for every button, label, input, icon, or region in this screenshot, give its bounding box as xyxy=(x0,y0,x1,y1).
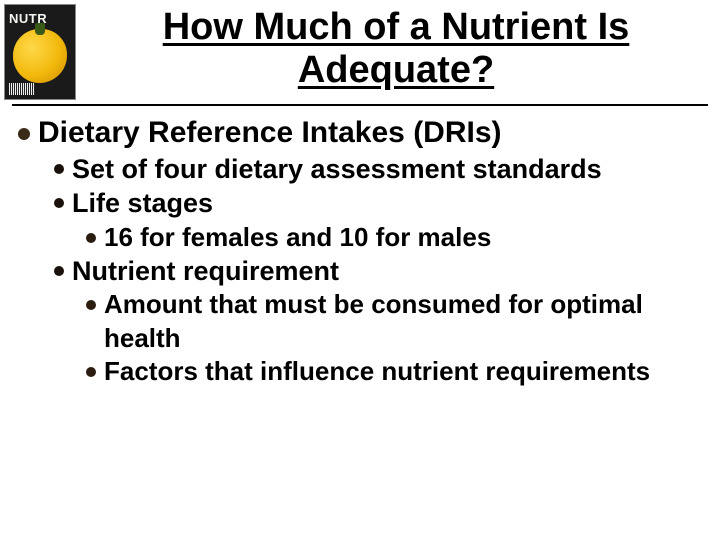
pepper-graphic xyxy=(13,29,67,83)
bullet-icon xyxy=(86,233,96,243)
list-item-text: Nutrient requirement xyxy=(72,254,339,289)
slide-title-block: How Much of a Nutrient Is Adequate? xyxy=(84,6,708,91)
list-item: Set of four dietary assessment standards xyxy=(54,152,706,187)
list-item: Factors that influence nutrient requirem… xyxy=(86,355,706,388)
bullet-icon xyxy=(18,128,30,140)
slide-body: Dietary Reference Intakes (DRIs) Set of … xyxy=(18,114,706,388)
list-item: Nutrient requirement xyxy=(54,254,706,289)
list-item-text: Life stages xyxy=(72,186,213,221)
list-item: Dietary Reference Intakes (DRIs) xyxy=(18,114,706,152)
bullet-icon xyxy=(54,198,64,208)
list-item-text: 16 for females and 10 for males xyxy=(104,221,491,254)
bullet-icon xyxy=(86,367,96,377)
list-item-text: Factors that influence nutrient requirem… xyxy=(104,355,650,388)
list-item-text: Dietary Reference Intakes (DRIs) xyxy=(38,114,502,152)
bullet-icon xyxy=(86,300,96,310)
list-item-text: Set of four dietary assessment standards xyxy=(72,152,602,187)
barcode-graphic xyxy=(9,83,35,95)
list-item: Life stages xyxy=(54,186,706,221)
bullet-icon xyxy=(54,266,64,276)
pepper-stem xyxy=(35,23,45,35)
list-item: Amount that must be consumed for optimal… xyxy=(86,288,706,355)
book-cover-thumbnail: NUTR xyxy=(4,4,76,100)
bullet-icon xyxy=(54,164,64,174)
title-divider xyxy=(12,104,708,106)
list-item-text: Amount that must be consumed for optimal… xyxy=(104,288,706,355)
list-item: 16 for females and 10 for males xyxy=(86,221,706,254)
slide-title: How Much of a Nutrient Is Adequate? xyxy=(84,6,708,91)
